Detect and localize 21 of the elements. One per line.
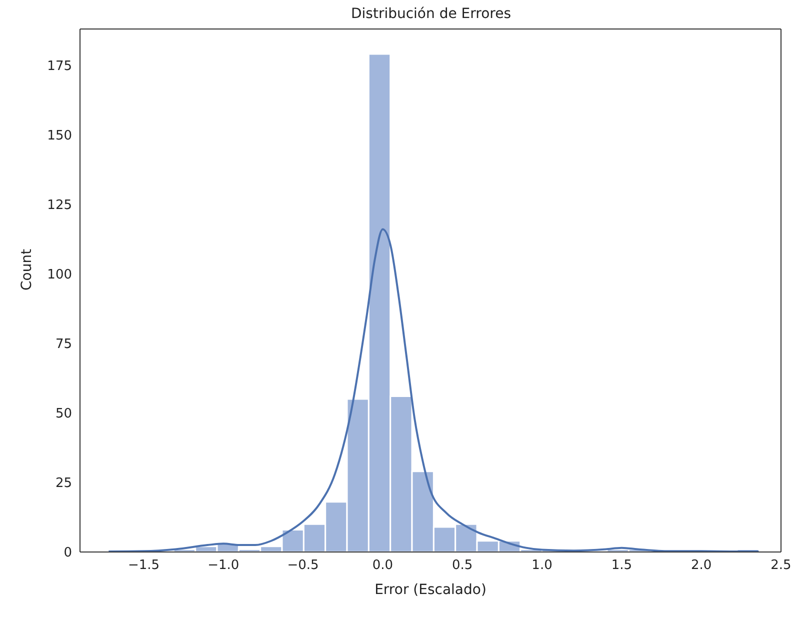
y-tick-label: 150: [47, 128, 72, 144]
chart-title: Distribución de Errores: [350, 6, 512, 22]
y-tick-label: 175: [47, 58, 72, 74]
x-tick-label: 2.0: [690, 558, 712, 574]
y-tick-label: 50: [55, 406, 72, 422]
x-tick-label: 2.5: [770, 558, 792, 574]
y-tick-label: 75: [55, 336, 72, 352]
x-tick-label: 0.0: [372, 558, 394, 574]
x-tick-label: 1.0: [532, 558, 552, 574]
line-series: [108, 228, 760, 552]
x-tick-label: −0.5: [287, 558, 319, 574]
y-tick-label: 125: [47, 198, 72, 213]
y-tick-label: 0: [64, 546, 72, 561]
x-axis-title: Error (Escalado): [374, 582, 486, 598]
y-axis-title: Count: [18, 248, 35, 290]
x-tick-label: −1.0: [208, 558, 240, 574]
y-tick-label: 25: [55, 476, 72, 492]
x-tick-label: 0.5: [452, 558, 473, 574]
x-tick-label: 1.5: [611, 558, 632, 574]
x-tick-label: −1.5: [128, 558, 160, 574]
y-tick-label: 100: [47, 267, 72, 282]
